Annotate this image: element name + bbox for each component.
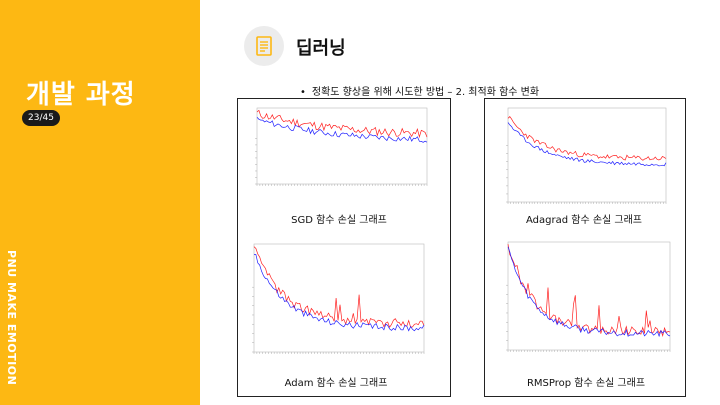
adagrad-caption: Adagrad 함수 손실 그래프 [525,215,642,226]
adagrad-loss-chart [498,104,670,212]
sgd-loss-chart [247,104,431,194]
bullet: • [300,87,306,98]
vertical-brand-text: PNU MAKE EMOTION [5,250,18,386]
page-counter: 23/45 [22,110,60,126]
sgd-caption: SGD 함수 손실 그래프 [291,215,387,226]
document-list-icon [244,26,284,66]
section-title: 개발 과정 [26,80,136,110]
vertical-brand: PNU MAKE EMOTION [4,250,18,398]
rmsprop-caption: RMSProp 함수 손실 그래프 [526,378,646,389]
rmsprop-loss-chart [498,238,674,360]
subtitle-text: 정확도 향상을 위해 시도한 방법 – 2. 최적화 함수 변화 [311,87,540,98]
adam-loss-chart [244,240,428,362]
adam-caption: Adam 함수 손실 그래프 [284,378,388,389]
subtitle: • 정확도 향상을 위해 시도한 방법 – 2. 최적화 함수 변화 [300,83,539,98]
page-title: 딥러닝 [296,38,346,59]
sidebar: 개발 과정 23/45 PNU MAKE EMOTION [0,0,200,405]
